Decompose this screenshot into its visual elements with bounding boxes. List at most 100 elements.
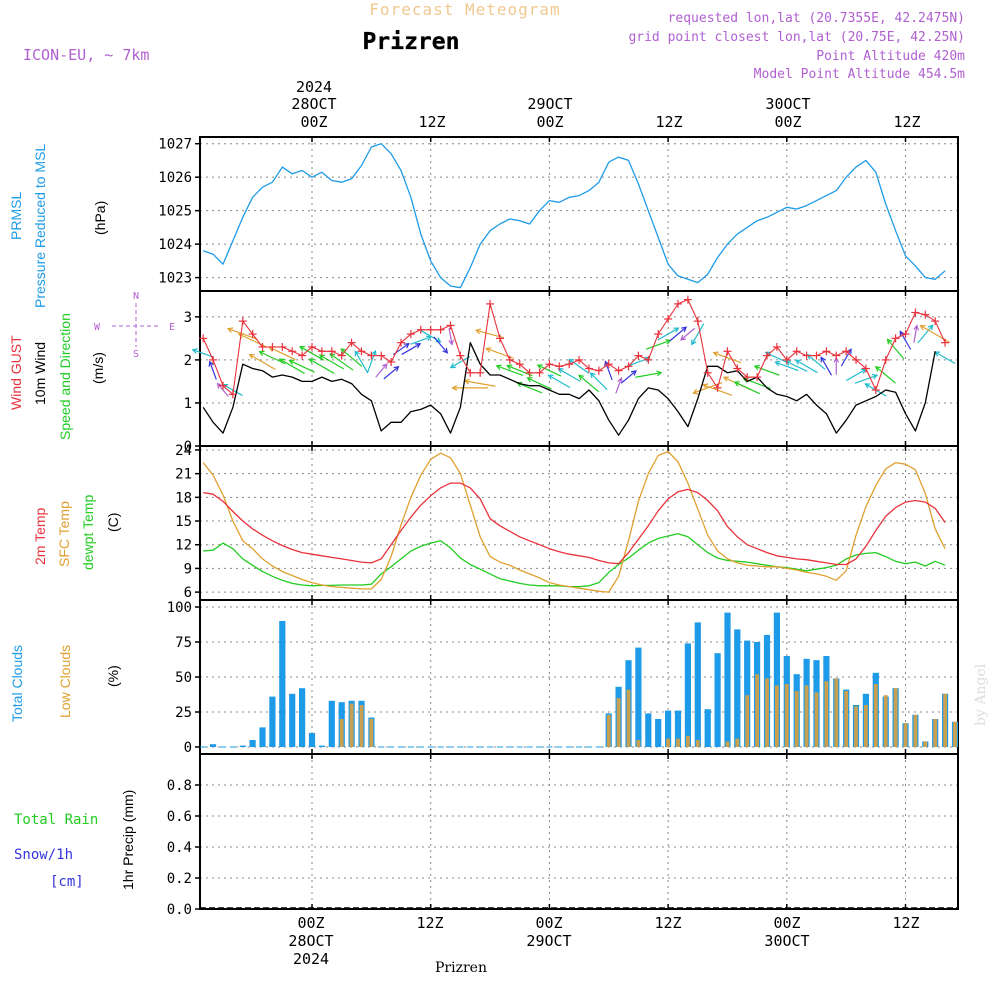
wind-arrow-head [451, 384, 458, 391]
wind-arrow-shaft [401, 343, 421, 355]
total-cloud-bar [684, 643, 691, 747]
wind-gust-marker [673, 299, 682, 308]
wind-arrow-head [871, 373, 879, 380]
wind-arrow [774, 360, 799, 372]
wind-gust-marker [486, 299, 495, 308]
wind-gust-marker [495, 334, 504, 343]
wind-gust-marker [278, 342, 287, 351]
wind-arrow-head [630, 370, 637, 376]
wind-arrow-head [415, 343, 422, 349]
total-cloud-bar [645, 713, 652, 747]
wind-arrow-shaft [192, 349, 214, 358]
low-cloud-bar [626, 689, 631, 747]
wind-arrow [917, 324, 934, 344]
precip-ytick-label: 0.6 [167, 809, 192, 825]
low-cloud-bar [804, 685, 809, 747]
wind-arrow-shaft [765, 351, 789, 364]
wind-arrow-head [692, 389, 699, 395]
wind-arrow [712, 351, 742, 364]
wind-arrow-shaft [713, 352, 742, 364]
wind-arrow-shaft [680, 327, 696, 341]
low-cloud-bar [369, 719, 374, 747]
wind-gust-marker [248, 330, 257, 339]
pressure-ytick-label: 1024 [158, 237, 192, 253]
wind-arrow [485, 347, 514, 359]
wind-arrow-head [712, 351, 719, 357]
wind-arrow [568, 358, 590, 374]
wind-gust-marker [753, 373, 762, 382]
bottom-tick-label: 28OCT [288, 932, 333, 950]
temp-ytick-label: 18 [175, 490, 192, 506]
total-cloud-bar [704, 709, 711, 747]
wind-arrow-shaft [840, 349, 852, 367]
wind-arrow-head [673, 327, 680, 333]
total-cloud-bar [249, 740, 256, 747]
wind-arrow-head [753, 364, 760, 371]
wind-arrow-shaft [249, 354, 276, 370]
wind-arrow-shaft [754, 365, 780, 376]
wind-ytick-label: 3 [184, 310, 192, 326]
wind-gust-marker [535, 368, 544, 377]
wind-arrow [874, 365, 896, 384]
low-cloud-bar [913, 714, 918, 747]
wind-arrow-head [617, 376, 623, 384]
wind-gust-marker [604, 360, 613, 369]
wind-gust-marker [713, 383, 722, 392]
bottom-tick-label: 12Z [416, 914, 443, 932]
wind-ytick-label: 0 [184, 439, 192, 455]
pressure-series-line [202, 143, 946, 289]
wind-arrow-head [216, 382, 223, 389]
wind-arrow-shaft [410, 336, 432, 345]
wind-arrow [401, 343, 422, 355]
low-cloud-bar [775, 685, 779, 747]
low-cloud-bar [616, 698, 621, 747]
wind-arrow-shaft [657, 327, 679, 341]
wind-arrow [410, 335, 433, 345]
total-cloud-bar [635, 647, 642, 747]
wind-arrow-head [557, 368, 564, 374]
wind-arrow [680, 327, 696, 341]
wind-arrow [845, 368, 867, 382]
low-cloud-bar [755, 674, 759, 747]
temp-ytick-label: 21 [175, 467, 192, 483]
wind-arrow-head [393, 365, 400, 372]
top-tick-label: 30OCT [765, 95, 810, 113]
wind-gust-marker [703, 368, 712, 377]
wind-gust-marker [416, 325, 425, 334]
wind-arrow-shaft [279, 358, 305, 374]
total-cloud-bar [308, 733, 316, 747]
wind-arrow-shaft [309, 358, 335, 374]
wind-arrow [278, 358, 305, 374]
requested-coords: requested lon,lat (20.7355E, 42.2475N) [668, 11, 965, 26]
wind-arrow-head [485, 347, 492, 353]
wind-gust-marker [199, 334, 208, 343]
low-cloud-bar [636, 740, 641, 747]
wind-arrow-shaft [209, 361, 217, 380]
total-cloud-bar [724, 612, 731, 747]
wind-gust-marker [218, 381, 227, 390]
low-cloud-bar [903, 723, 908, 747]
low-cloud-bar [784, 684, 789, 747]
pressure-label: PRMSL [8, 192, 24, 240]
bottom-time-axis: 00Z 28OCT 2024 12Z 00Z 29OCT 12Z 00Z 30O… [288, 914, 919, 968]
top-tick-label: 12Z [418, 113, 445, 131]
wind-10m-label: 10m Wind [32, 342, 48, 405]
low-cloud-bar [844, 691, 849, 747]
low-cloud-bar [854, 706, 858, 747]
wind-gust-marker [584, 364, 593, 373]
low-cloud-bar [735, 738, 740, 747]
wind-gust-marker [377, 351, 386, 360]
wind-gust-marker [357, 347, 366, 356]
wind-arrow-shaft [299, 346, 325, 361]
wind-gust-marker [733, 364, 742, 373]
wind-arrow-shaft [222, 383, 243, 397]
wind-arrow [733, 381, 760, 395]
wind-arrow-head [927, 324, 934, 331]
wind-arrow [463, 378, 496, 387]
wind-arrow-shaft [691, 323, 705, 345]
wind-arrow [635, 370, 663, 378]
wind-arrow-shaft [645, 339, 671, 350]
wind-gust-marker [446, 321, 455, 330]
wind-arrow-shaft [875, 366, 896, 384]
wind-arrow-head [702, 383, 709, 389]
